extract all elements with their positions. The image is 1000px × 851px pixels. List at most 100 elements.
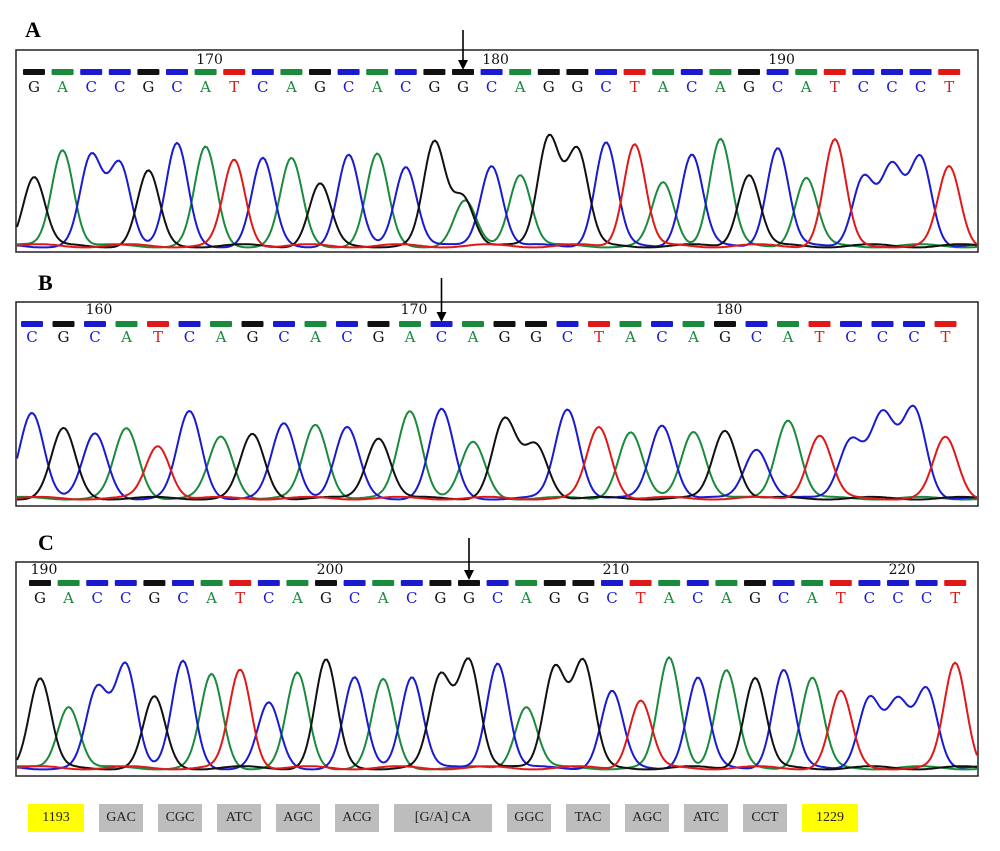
quality-bar bbox=[515, 580, 538, 586]
base-call: G bbox=[434, 589, 446, 607]
quality-bar bbox=[651, 321, 673, 327]
base-call: A bbox=[800, 78, 812, 96]
quality-bar bbox=[21, 321, 43, 327]
base-call: A bbox=[663, 589, 675, 607]
base-call: T bbox=[229, 78, 239, 96]
position-marker: 1229 bbox=[802, 804, 858, 832]
quality-bar bbox=[251, 69, 274, 75]
codon-box: ACG bbox=[335, 804, 379, 832]
quality-bar bbox=[400, 580, 423, 586]
position-label: 200 bbox=[317, 562, 344, 578]
quality-bar bbox=[493, 321, 516, 327]
base-call: C bbox=[91, 589, 102, 607]
variant-arrow-head bbox=[436, 312, 447, 322]
quality-bar bbox=[934, 321, 957, 327]
base-call: C bbox=[177, 589, 188, 607]
quality-bar bbox=[337, 69, 360, 75]
quality-bar bbox=[795, 69, 818, 75]
trace-frame bbox=[15, 561, 979, 777]
quality-bar bbox=[372, 580, 395, 586]
quality-bar bbox=[629, 580, 652, 586]
quality-bar bbox=[858, 580, 881, 586]
base-call: C bbox=[692, 589, 703, 607]
quality-bar bbox=[178, 321, 201, 327]
base-call: G bbox=[373, 328, 385, 346]
position-label: 180 bbox=[716, 302, 743, 318]
base-call: A bbox=[806, 589, 818, 607]
base-call: G bbox=[247, 328, 259, 346]
base-call: C bbox=[877, 328, 888, 346]
quality-bar bbox=[108, 69, 131, 75]
quality-bar bbox=[595, 69, 617, 75]
variant-arrow-head bbox=[464, 570, 474, 580]
quality-bar bbox=[566, 69, 589, 75]
base-call: C bbox=[184, 328, 195, 346]
base-call: T bbox=[944, 78, 954, 96]
quality-bar bbox=[486, 580, 509, 586]
base-call: C bbox=[436, 328, 447, 346]
base-call: T bbox=[814, 328, 824, 346]
base-call: C bbox=[921, 589, 932, 607]
base-call: G bbox=[320, 589, 332, 607]
position-label: 190 bbox=[31, 562, 58, 578]
base-call: A bbox=[404, 328, 416, 346]
base-call: C bbox=[257, 78, 268, 96]
quality-bar bbox=[336, 321, 358, 327]
quality-bar bbox=[452, 69, 474, 75]
quality-bar bbox=[86, 580, 109, 586]
base-call: A bbox=[309, 328, 321, 346]
quality-bar bbox=[29, 580, 51, 586]
base-call: G bbox=[499, 328, 511, 346]
trace-g bbox=[16, 657, 978, 771]
base-call: C bbox=[486, 78, 497, 96]
quality-bar bbox=[229, 580, 252, 586]
base-call: A bbox=[514, 78, 526, 96]
quality-bar bbox=[745, 321, 768, 327]
trace-c bbox=[16, 141, 978, 249]
base-call: G bbox=[148, 589, 160, 607]
base-call: C bbox=[171, 78, 182, 96]
quality-bar bbox=[114, 580, 137, 586]
quality-bar bbox=[714, 321, 736, 327]
base-call: C bbox=[400, 78, 411, 96]
quality-bar bbox=[766, 69, 789, 75]
quality-bar bbox=[200, 580, 223, 586]
quality-bar bbox=[556, 321, 579, 327]
base-call: A bbox=[467, 328, 479, 346]
quality-bar bbox=[887, 580, 909, 586]
base-call: A bbox=[687, 328, 699, 346]
base-call: G bbox=[743, 78, 755, 96]
codon-box: CGC bbox=[158, 804, 202, 832]
base-call: C bbox=[751, 328, 762, 346]
quality-bar bbox=[137, 69, 160, 75]
base-call: G bbox=[314, 78, 326, 96]
quality-bar bbox=[601, 580, 623, 586]
quality-bar bbox=[210, 321, 232, 327]
base-call: C bbox=[26, 328, 37, 346]
quality-bar bbox=[423, 69, 446, 75]
base-call: A bbox=[371, 78, 383, 96]
quality-bar bbox=[315, 580, 337, 586]
base-call: T bbox=[830, 78, 840, 96]
base-call: A bbox=[56, 78, 68, 96]
base-call: A bbox=[377, 589, 389, 607]
quality-bar bbox=[429, 580, 452, 586]
base-call: G bbox=[571, 78, 583, 96]
base-call: C bbox=[120, 589, 131, 607]
quality-bar bbox=[304, 321, 327, 327]
quality-bar bbox=[801, 580, 824, 586]
base-call: A bbox=[624, 328, 636, 346]
base-call: C bbox=[656, 328, 667, 346]
base-call: C bbox=[886, 78, 897, 96]
base-call: A bbox=[199, 78, 211, 96]
base-call: C bbox=[89, 328, 100, 346]
base-call: G bbox=[58, 328, 70, 346]
base-call: C bbox=[915, 78, 926, 96]
quality-bar bbox=[588, 321, 610, 327]
base-call: T bbox=[235, 589, 245, 607]
quality-bar bbox=[166, 69, 188, 75]
codon-box: [G/A] CA bbox=[394, 804, 492, 832]
quality-bar bbox=[852, 69, 875, 75]
quality-bar bbox=[462, 321, 484, 327]
